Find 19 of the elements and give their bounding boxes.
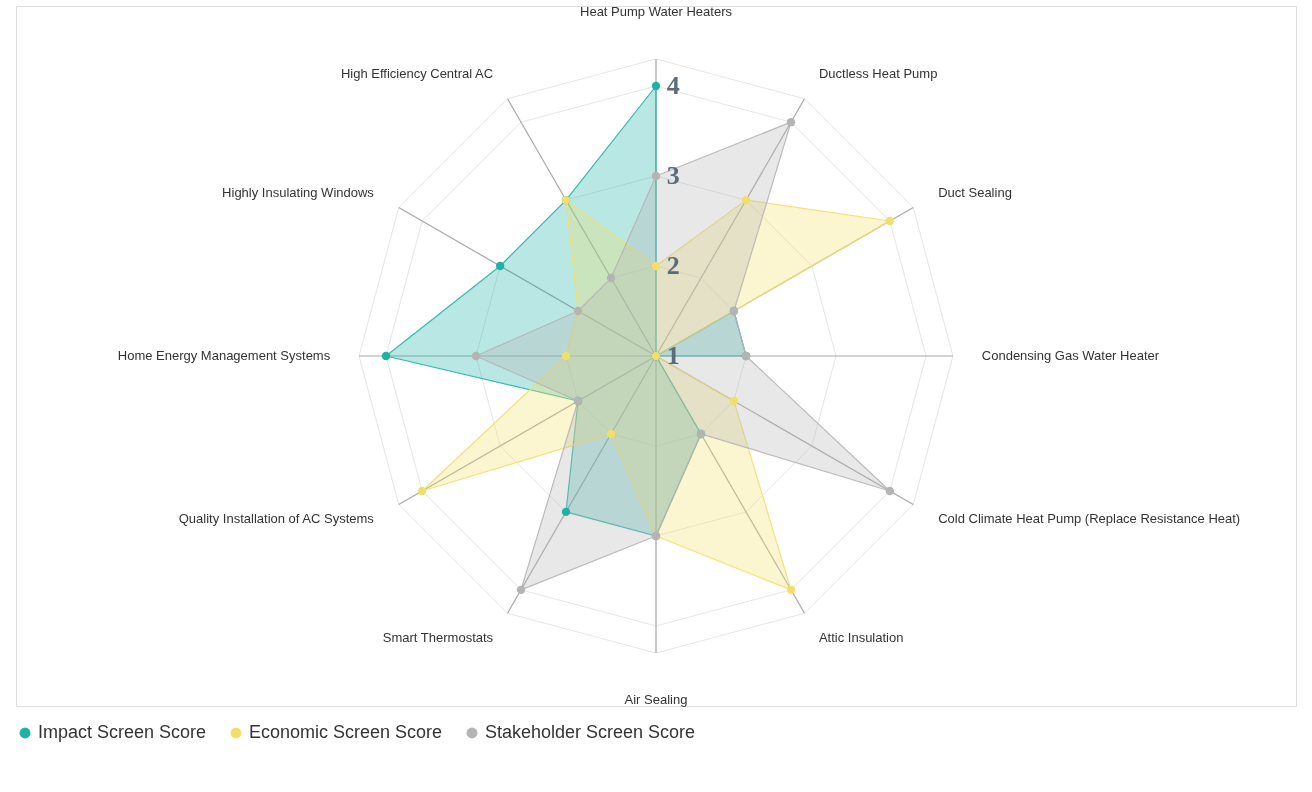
spoke-label: Highly Insulating Windows — [222, 185, 375, 201]
y-tick-label: 4 — [666, 71, 680, 100]
spoke-label: Heat Pump Water Heaters — [580, 4, 733, 20]
spoke-label: Smart Thermostats — [382, 630, 494, 646]
y-tick-label: 1 — [666, 341, 680, 370]
spoke-label: Quality Installation of AC Systems — [178, 510, 375, 526]
spoke-label: Air Sealing — [624, 691, 688, 707]
y-tick-label: 3 — [666, 161, 680, 190]
y-tick-label: 2 — [666, 251, 680, 280]
legend-label: Stakeholder Screen Score — [485, 722, 696, 742]
spoke-label: Ductless Heat Pump — [818, 65, 938, 81]
spoke-label: Attic Insulation — [818, 630, 904, 646]
spoke-label: Condensing Gas Water Heater — [981, 348, 1160, 363]
spoke-label: High Efficiency Central AC — [340, 65, 494, 81]
spoke-label: Duct Sealing — [938, 185, 1012, 201]
legend-label: Economic Screen Score — [249, 722, 443, 742]
spoke-label: Cold Climate Heat Pump (Replace Resistance Heat) — [938, 510, 1241, 526]
legend-label: Impact Screen Score — [38, 722, 207, 742]
spoke-label: Home Energy Management Systems — [117, 348, 331, 363]
